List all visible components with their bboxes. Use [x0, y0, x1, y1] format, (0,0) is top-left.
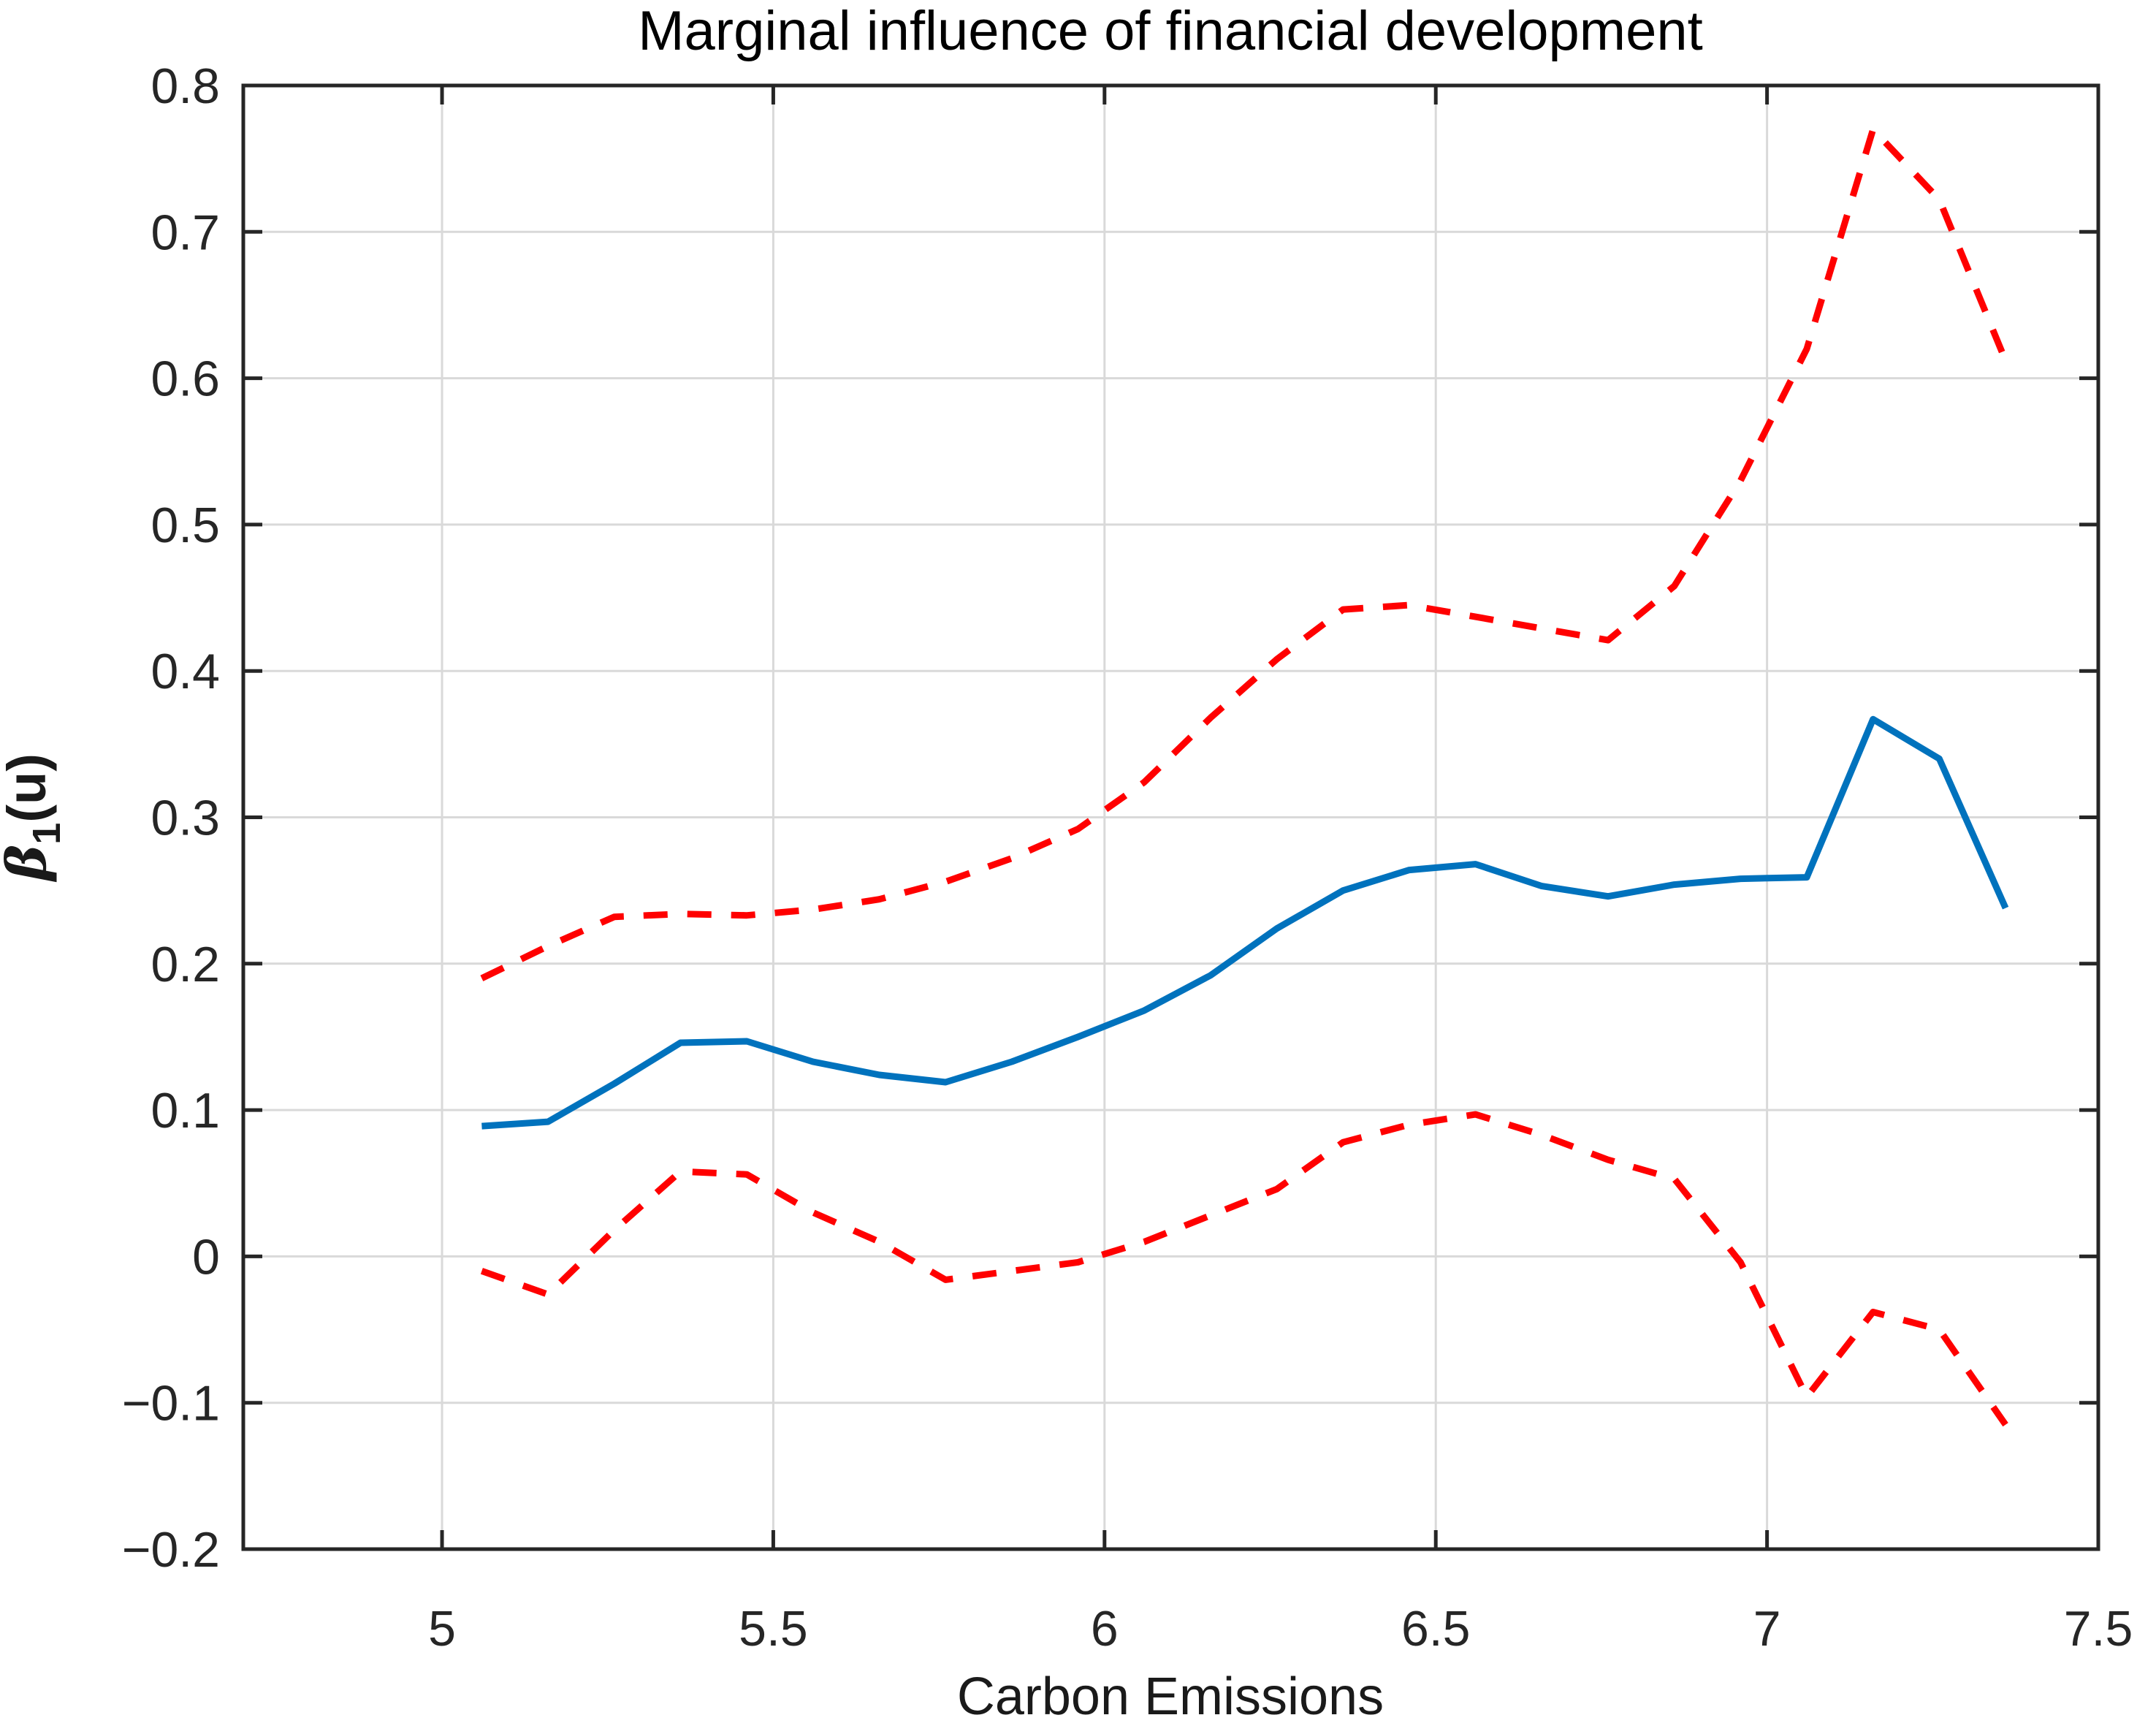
estimate-line — [481, 715, 2009, 1130]
y-tick-label: 0.1 — [151, 1083, 220, 1138]
y-tick-label: 0.4 — [151, 644, 220, 699]
x-tick-label: 7 — [1753, 1601, 1781, 1657]
x-tick-label: 5.5 — [739, 1601, 808, 1657]
lower-band-line — [480, 1111, 2008, 1427]
y-tick-label: 0.5 — [151, 498, 220, 553]
y-axis-label-rest: (u) — [0, 753, 57, 823]
x-tick-label: 5 — [428, 1601, 456, 1657]
tick-labels: 5 5.5 6 6.5 7 7.5 −0.2 −0.1 0 0.1 0.2 0.3 0.4 0.5 0.6 0… — [122, 58, 2133, 1657]
y-tick-label: −0.1 — [122, 1376, 220, 1431]
x-tick-label: 6 — [1091, 1601, 1119, 1657]
x-axis-label: Carbon Emissions — [957, 1668, 1384, 1726]
y-tick-label: 0.2 — [151, 937, 220, 992]
y-tick-label: 0.7 — [151, 205, 220, 260]
series-layer — [480, 126, 2009, 1427]
axis-frame — [241, 83, 2100, 1551]
upper-band-line — [480, 126, 2009, 981]
x-tick-label: 6.5 — [1401, 1601, 1471, 1657]
y-tick-label: −0.2 — [122, 1522, 220, 1578]
y-tick-label: 0.8 — [151, 58, 220, 114]
y-tick-label: 0 — [192, 1229, 220, 1285]
y-tick-label: 0.3 — [151, 791, 220, 846]
y-axis-label: β1(u) — [0, 753, 69, 883]
y-axis-label-beta: β — [0, 845, 58, 883]
x-tick-label: 7.5 — [2064, 1601, 2133, 1657]
chart-title: Marginal influence of financial developm… — [638, 0, 1703, 62]
y-tick-label: 0.6 — [151, 351, 220, 407]
y-axis-label-subscript: 1 — [25, 823, 69, 845]
